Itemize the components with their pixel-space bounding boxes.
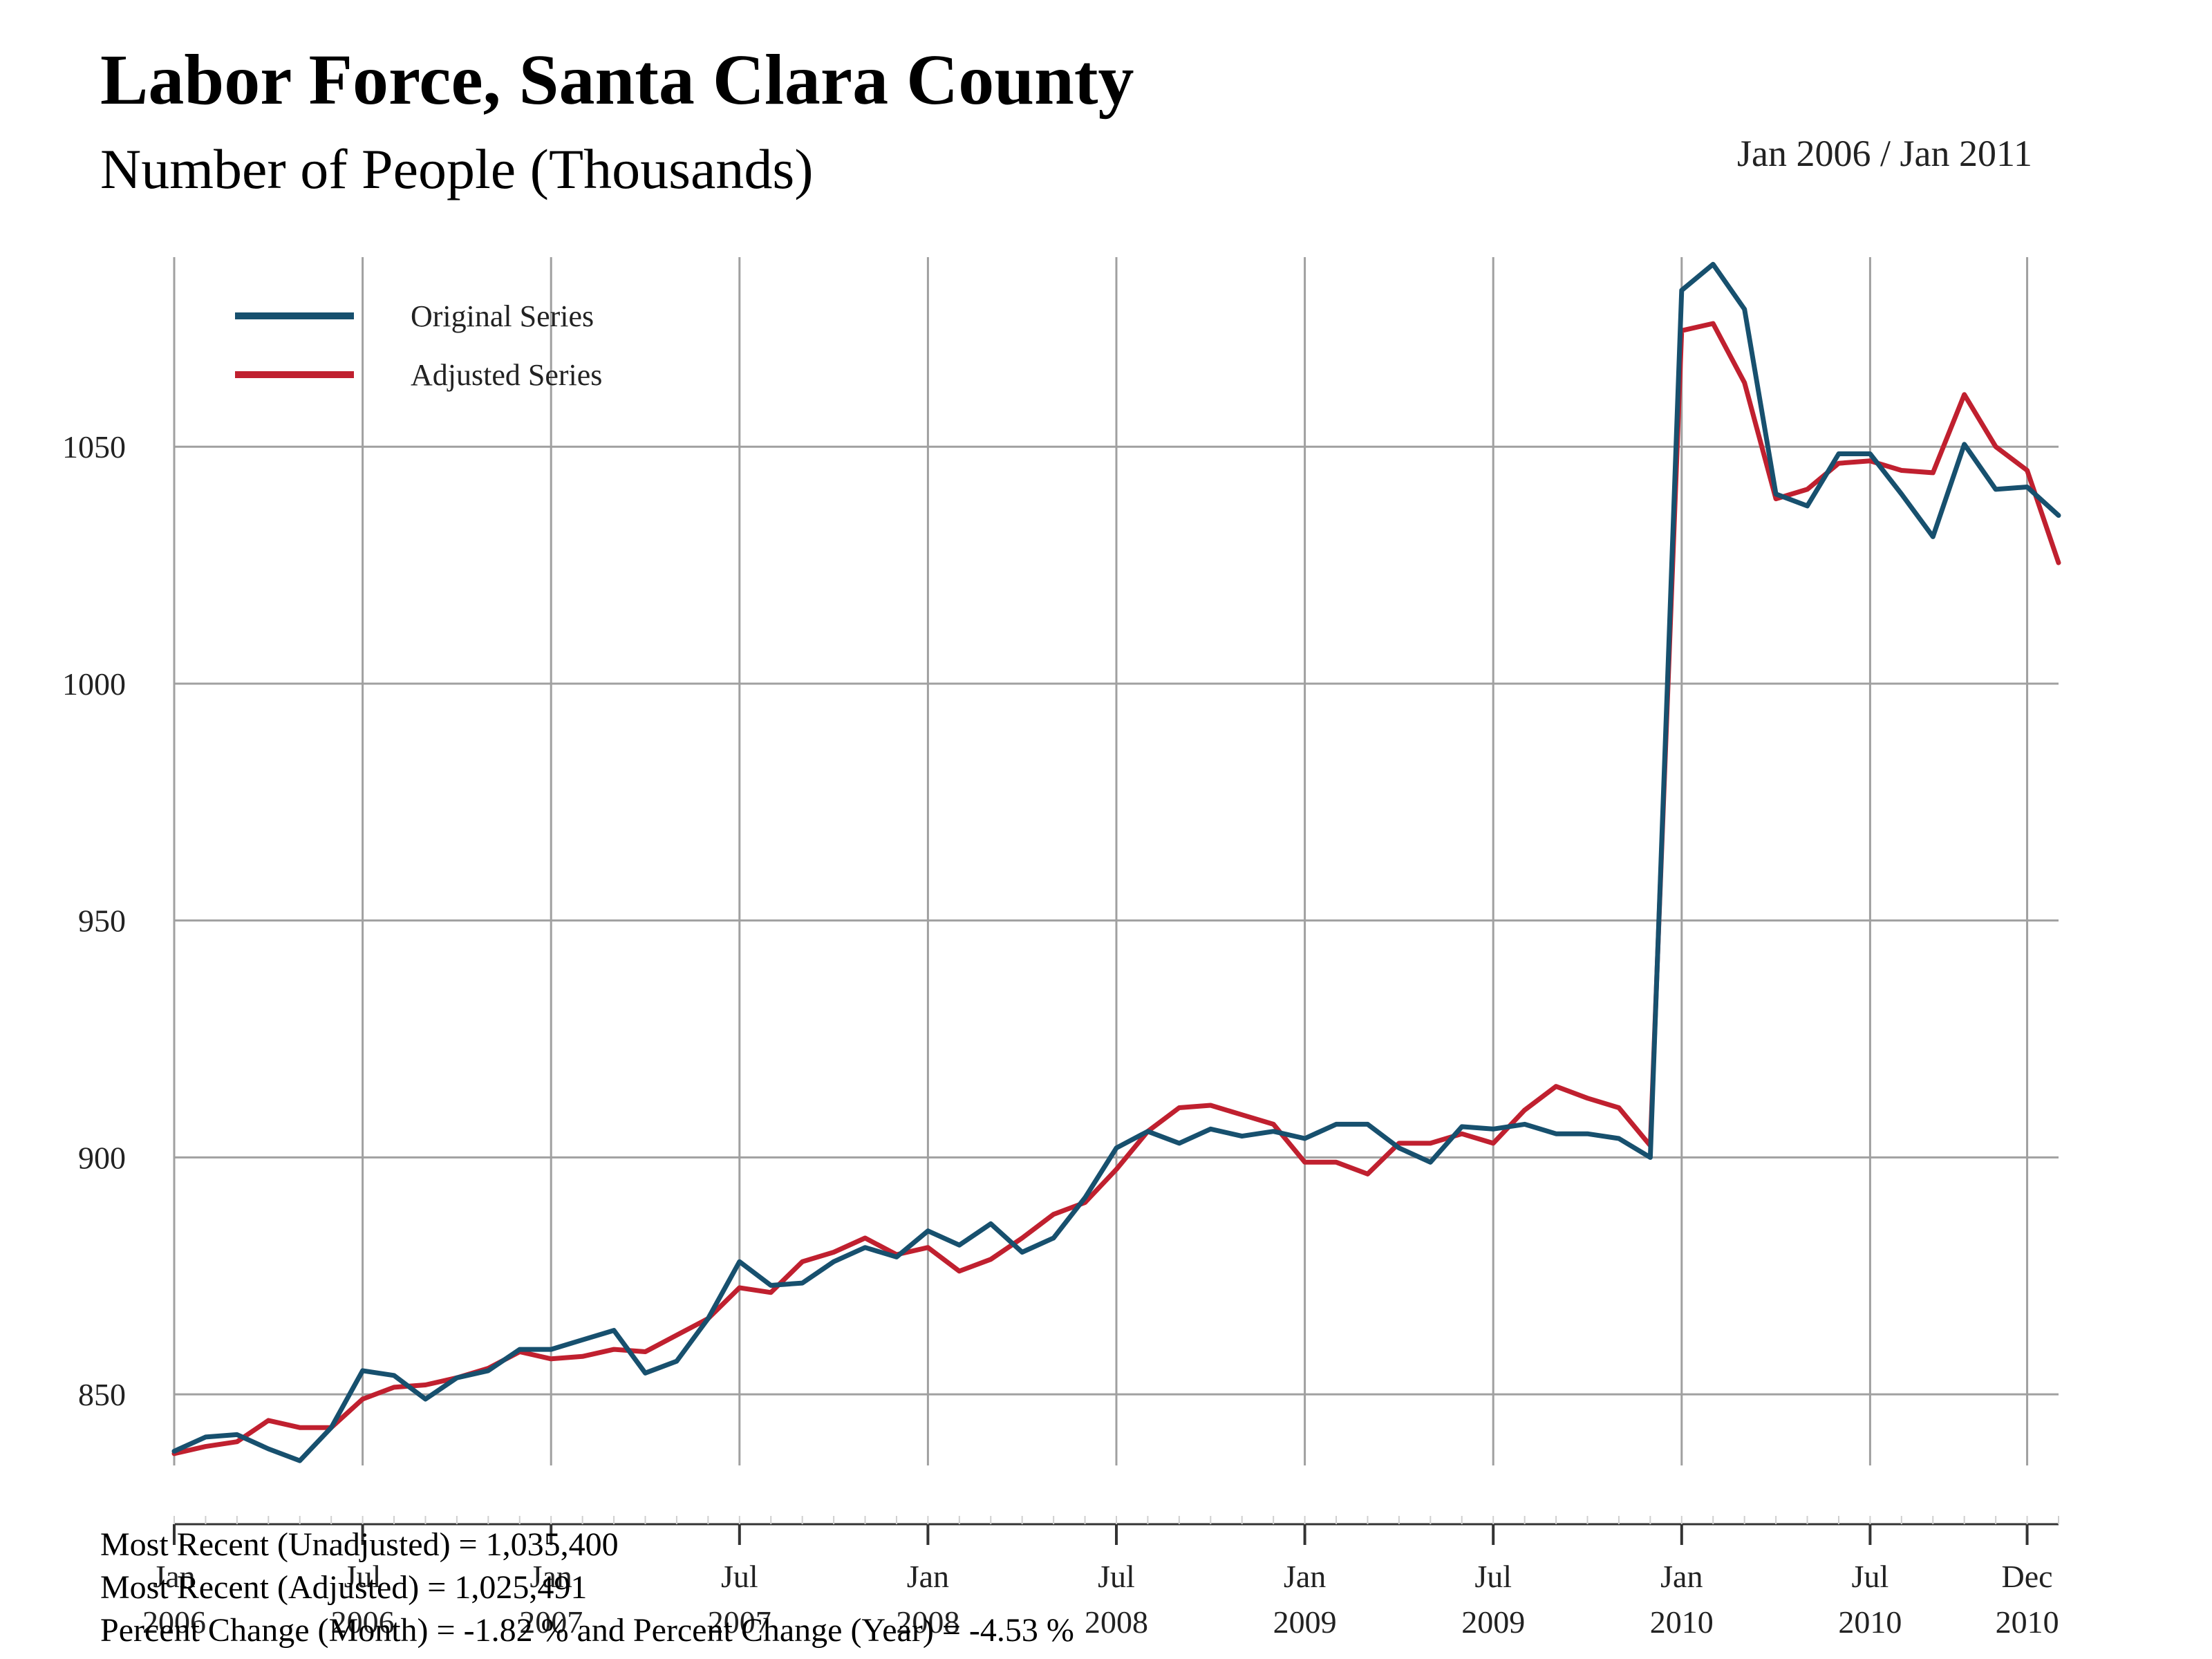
x-tick-year: 2007 — [519, 1604, 583, 1640]
x-tick-month: Jul — [1852, 1559, 1889, 1594]
x-tick-month: Jan — [153, 1559, 195, 1594]
footer-adjusted: Most Recent (Adjusted) = 1,025,491 — [100, 1569, 587, 1606]
legend-label-original: Original Series — [411, 299, 594, 333]
x-tick-month: Dec — [2002, 1559, 2053, 1594]
x-tick-month: Jan — [1284, 1559, 1326, 1594]
series-lines — [171, 261, 2061, 1463]
x-tick-year: 2009 — [1273, 1604, 1337, 1640]
x-tick-month: Jan — [530, 1559, 572, 1594]
footer-percent-change: Percent Change (Month) = -1.82 % and Per… — [100, 1612, 1074, 1649]
series-line-original — [171, 261, 2061, 1463]
y-axis-ticks: 850 900 950 1000 1050 — [62, 429, 126, 1412]
x-tick-month: Jul — [344, 1559, 382, 1594]
y-tick-label: 1050 — [62, 429, 126, 465]
footer-stats: Most Recent (Unadjusted) = 1,035,400 Mos… — [100, 1526, 1074, 1649]
chart-subtitle: Number of People (Thousands) — [100, 138, 814, 200]
grid — [173, 257, 2059, 1465]
y-tick-label: 850 — [78, 1377, 126, 1412]
footer-unadjusted: Most Recent (Unadjusted) = 1,035,400 — [100, 1526, 619, 1563]
x-tick-month: Jan — [1660, 1559, 1703, 1594]
x-tick-month: Jul — [1098, 1559, 1135, 1594]
legend-label-adjusted: Adjusted Series — [411, 358, 602, 392]
date-range: Jan 2006 / Jan 2011 — [1737, 133, 2032, 174]
y-tick-label: 950 — [78, 903, 126, 939]
x-tick-month: Jul — [1474, 1559, 1512, 1594]
x-tick-year: 2007 — [708, 1604, 771, 1640]
x-tick-month: Jul — [721, 1559, 758, 1594]
x-tick-year: 2006 — [331, 1604, 395, 1640]
x-tick-year: 2009 — [1461, 1604, 1525, 1640]
x-axis: Jan 2006 Jul 2006 Jan 2007 Jul 2007 Jan 2008 Jul 20… — [142, 1516, 2059, 1640]
x-tick-year: 2010 — [1838, 1604, 1902, 1640]
y-tick-label: 1000 — [62, 666, 126, 702]
x-tick-year: 2008 — [1085, 1604, 1148, 1640]
legend: Original Series Adjusted Series — [235, 299, 602, 392]
x-tick-year: 2010 — [1996, 1604, 2059, 1640]
y-tick-label: 900 — [78, 1140, 126, 1175]
x-tick-month: Jan — [907, 1559, 949, 1594]
chart-title: Labor Force, Santa Clara County — [100, 40, 1134, 120]
x-tick-year: 2008 — [896, 1604, 959, 1640]
x-tick-year: 2010 — [1650, 1604, 1714, 1640]
x-tick-year: 2006 — [142, 1604, 206, 1640]
